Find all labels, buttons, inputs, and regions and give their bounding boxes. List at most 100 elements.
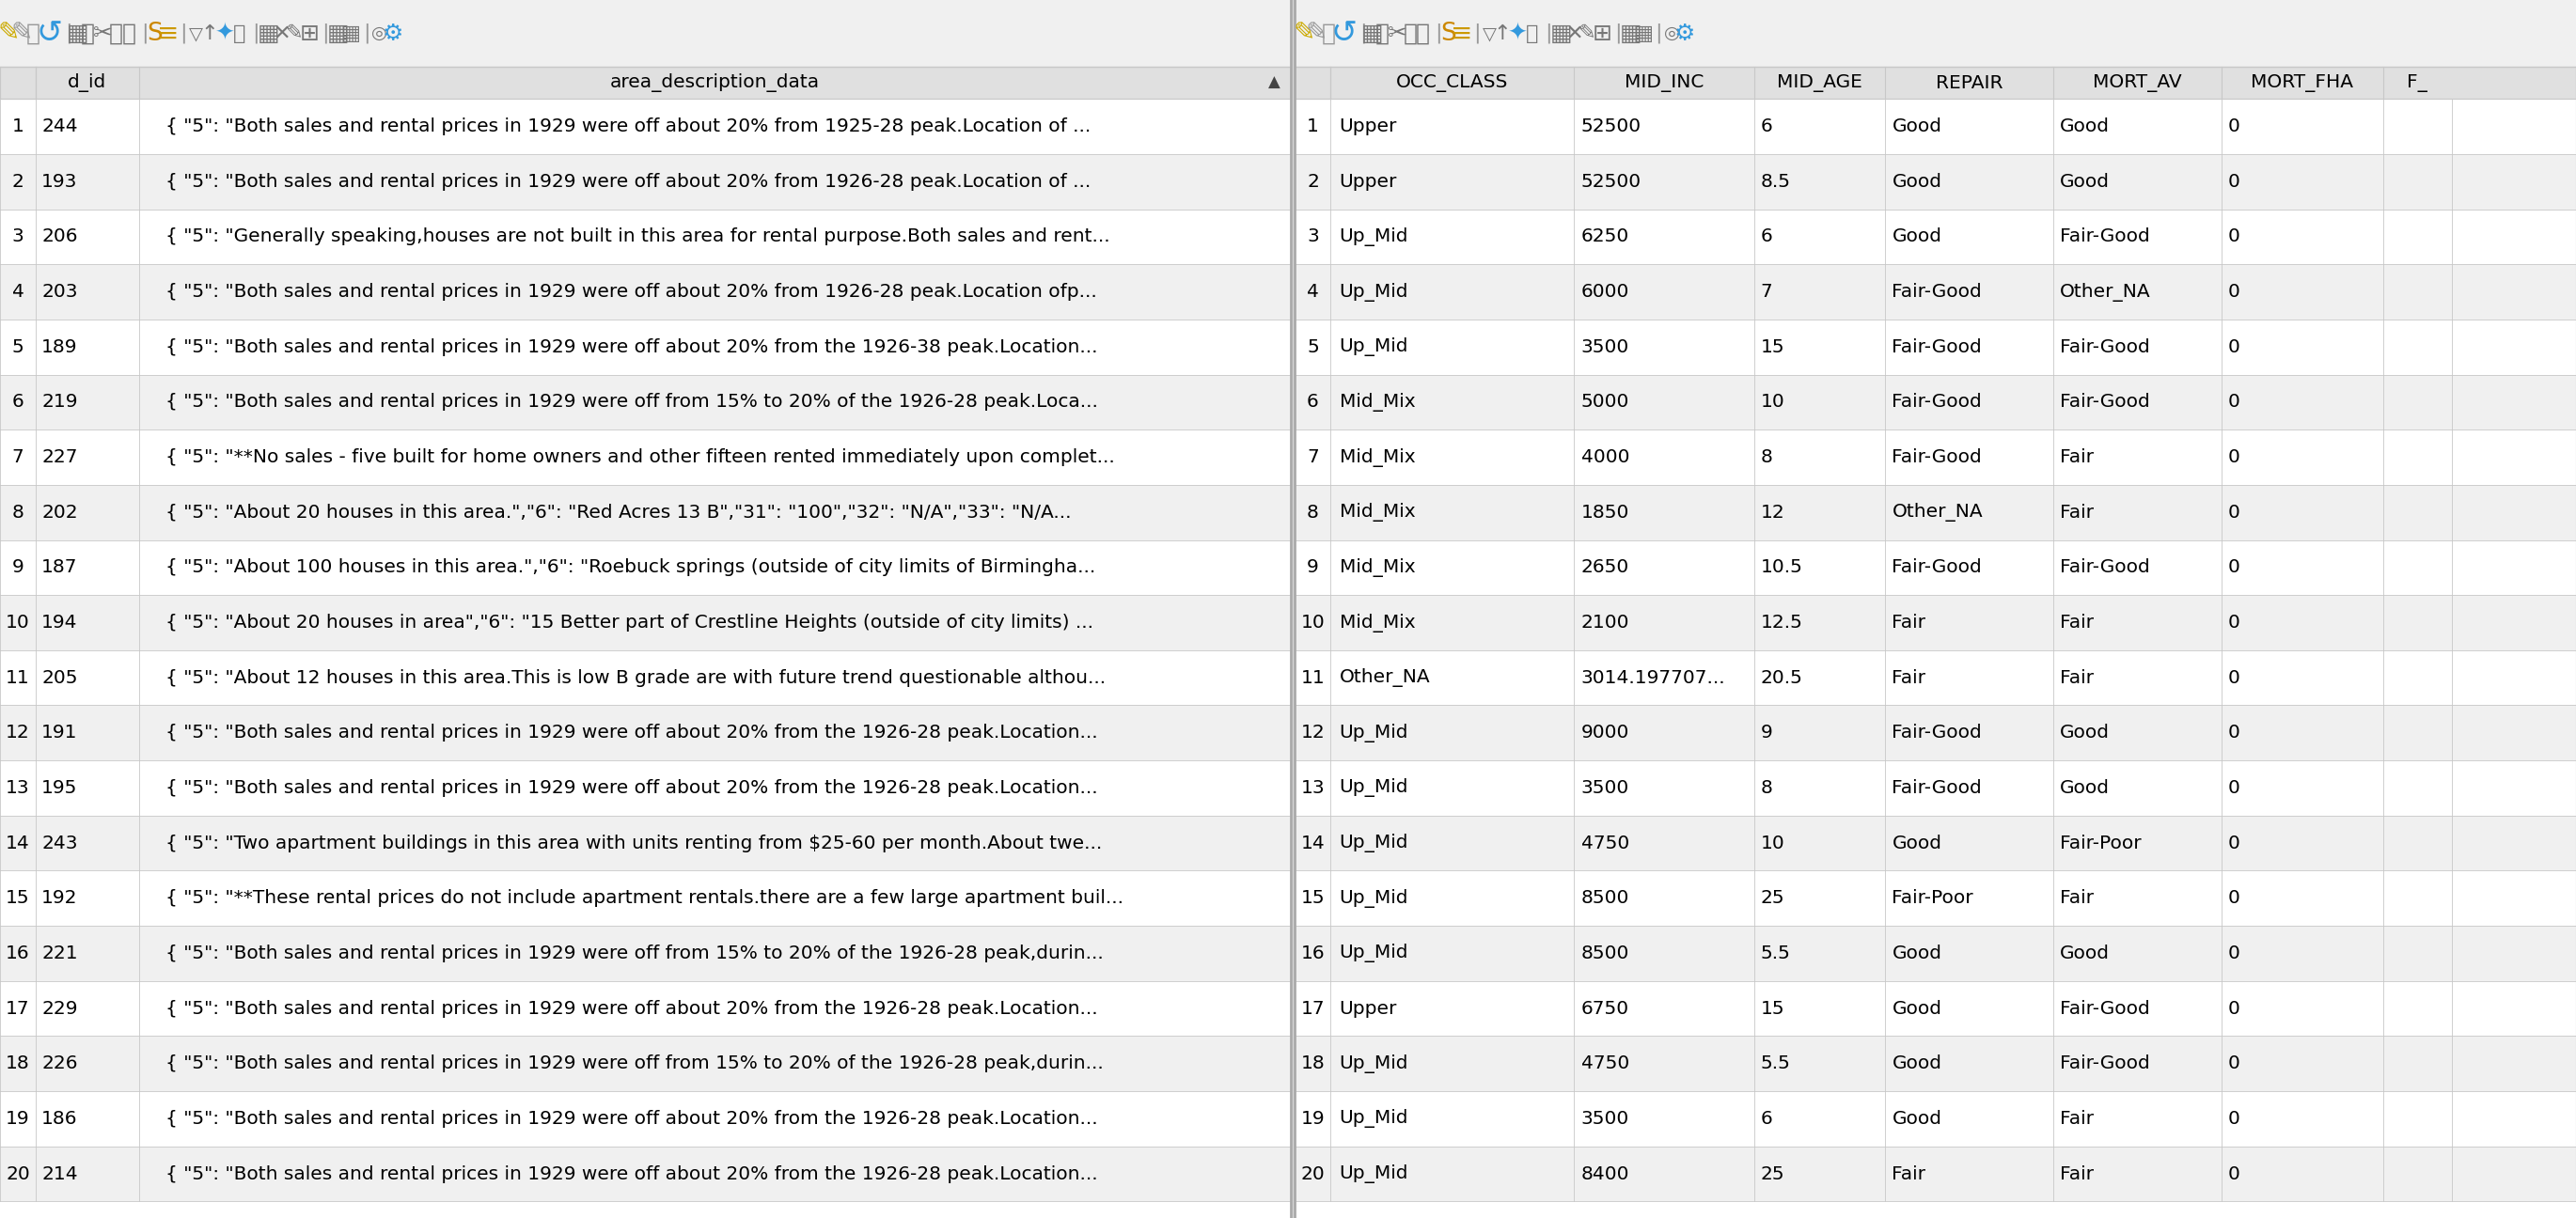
Text: 16: 16 [1301,944,1324,962]
Text: REPAIR: REPAIR [1935,74,2002,91]
Text: |: | [1360,23,1365,44]
Bar [0,0,1291,67]
Bar [0,596,1291,650]
Text: ⚙: ⚙ [1674,22,1695,45]
Text: ↺: ↺ [36,18,62,49]
Text: 6: 6 [1759,1110,1772,1128]
Text: 16: 16 [5,944,31,962]
Text: 52500: 52500 [1582,173,1641,190]
Text: 0: 0 [2228,393,2241,410]
Text: 195: 195 [41,780,77,797]
Text: ⎘: ⎘ [121,22,137,45]
Text: 193: 193 [41,173,77,190]
Text: Good: Good [1891,834,1942,853]
Text: { "5": "**No sales - five built for home owners and other fifteen rented immedia: { "5": "**No sales - five built for home… [165,448,1115,466]
Text: MORT_FHA: MORT_FHA [2251,74,2354,91]
Text: { "5": "Both sales and rental prices in 1929 were off about 20% from the 1926-38: { "5": "Both sales and rental prices in … [165,339,1097,356]
Text: 5.5: 5.5 [1759,944,1790,962]
Text: ≡: ≡ [157,21,178,46]
Bar [0,99,1291,153]
Text: Mid_Mix: Mid_Mix [1340,558,1414,577]
Text: Fair: Fair [2061,448,2094,466]
Text: 229: 229 [41,1000,77,1017]
Text: Good: Good [2061,173,2110,190]
Text: Good: Good [1891,1000,1942,1017]
Text: 10: 10 [1759,834,1785,853]
Text: 18: 18 [1301,1055,1324,1073]
Text: 12: 12 [1759,503,1785,521]
Text: 1850: 1850 [1582,503,1628,521]
Text: ✂: ✂ [93,22,113,45]
Text: 15: 15 [1301,889,1324,907]
Text: { "5": "Both sales and rental prices in 1929 were off from 15% to 20% of the 192: { "5": "Both sales and rental prices in … [165,393,1097,410]
Bar [1296,0,2576,67]
Text: 3: 3 [1306,228,1319,246]
Text: ◎: ◎ [371,24,386,43]
Text: 🔍: 🔍 [1525,24,1538,43]
Text: F_: F_ [2406,74,2427,91]
Text: 10.5: 10.5 [1759,559,1803,576]
Text: |: | [1615,23,1620,44]
Bar [1296,816,2576,871]
Bar [0,760,1291,816]
Text: Upper: Upper [1340,118,1396,135]
Text: { "5": "Both sales and rental prices in 1929 were off about 20% from the 1926-28: { "5": "Both sales and rental prices in … [165,1110,1097,1128]
Text: Fair-Good: Fair-Good [2061,339,2151,356]
Bar [0,485,1291,540]
Text: Good: Good [2061,944,2110,962]
Text: 25: 25 [1759,889,1785,907]
Text: Fair: Fair [2061,669,2094,687]
Text: { "5": "Both sales and rental prices in 1929 were off about 20% from the 1926-28: { "5": "Both sales and rental prices in … [165,723,1097,742]
Text: 5: 5 [1306,339,1319,356]
Text: Other_NA: Other_NA [1340,669,1430,687]
Text: 3: 3 [13,228,23,246]
Text: 20: 20 [5,1164,31,1183]
Text: Fair: Fair [2061,614,2094,632]
Text: 214: 214 [41,1164,77,1183]
Bar [1296,540,2576,596]
Text: Good: Good [2061,118,2110,135]
Text: Fair: Fair [1891,614,1927,632]
Text: 2: 2 [13,173,23,190]
Bar [1296,980,2576,1037]
Text: 3500: 3500 [1582,1110,1628,1128]
Bar [0,926,1291,980]
Text: { "5": "Both sales and rental prices in 1929 were off from 15% to 20% of the 192: { "5": "Both sales and rental prices in … [165,944,1103,962]
Text: ▦: ▦ [67,22,88,45]
Text: 0: 0 [2228,889,2241,907]
Text: ▦: ▦ [1360,22,1383,45]
Bar [1296,705,2576,760]
Text: 1: 1 [1306,118,1319,135]
Text: 7: 7 [1759,283,1772,301]
Bar [1296,375,2576,430]
Text: 17: 17 [1301,1000,1324,1017]
Text: ✦: ✦ [214,22,234,45]
Text: { "5": "Two apartment buildings in this area with units renting from $25-60 per : { "5": "Two apartment buildings in this … [165,834,1103,853]
Text: 9: 9 [1759,723,1772,742]
Text: Up_Mid: Up_Mid [1340,778,1409,798]
Text: ▲: ▲ [1267,74,1280,91]
Text: { "5": "Both sales and rental prices in 1929 were off from 15% to 20% of the 192: { "5": "Both sales and rental prices in … [165,1055,1103,1073]
Bar [0,1037,1291,1091]
Text: 0: 0 [2228,503,2241,521]
Text: 8500: 8500 [1582,944,1628,962]
Text: 189: 189 [41,339,77,356]
Bar [1296,760,2576,816]
Text: 0: 0 [2228,1055,2241,1073]
Text: 0: 0 [2228,448,2241,466]
Text: Fair: Fair [2061,503,2094,521]
Text: |: | [1473,23,1481,44]
Text: Up_Mid: Up_Mid [1340,834,1409,853]
Text: 8.5: 8.5 [1759,173,1790,190]
Text: Fair: Fair [2061,1164,2094,1183]
Text: 194: 194 [41,614,77,632]
Bar [0,871,1291,926]
Text: 4: 4 [13,283,23,301]
Text: 9000: 9000 [1582,723,1628,742]
Text: Up_Mid: Up_Mid [1340,337,1409,357]
Text: { "5": "Generally speaking,houses are not built in this area for rental purpose.: { "5": "Generally speaking,houses are no… [165,228,1110,246]
Text: Good: Good [1891,228,1942,246]
Text: 0: 0 [2228,614,2241,632]
Text: Good: Good [2061,780,2110,797]
Text: ✎: ✎ [1293,21,1314,46]
